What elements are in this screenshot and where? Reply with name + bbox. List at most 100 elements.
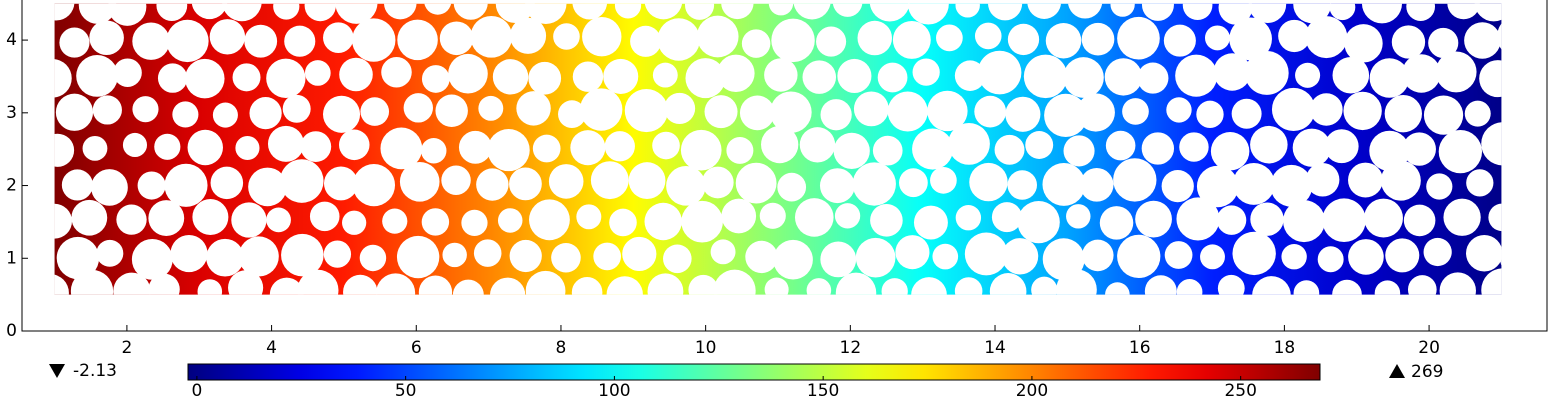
hole	[339, 57, 373, 92]
hole	[965, 308, 997, 340]
hole	[1042, 163, 1086, 206]
hole	[954, 60, 986, 91]
hole	[1216, 205, 1247, 235]
x-tick-label: 4	[266, 338, 277, 358]
hole	[1428, 27, 1459, 58]
hole	[1435, 51, 1477, 93]
hole	[1200, 244, 1225, 270]
hole	[799, 127, 836, 163]
hole	[579, 88, 623, 131]
hole	[794, 198, 834, 237]
hole	[548, 164, 584, 199]
hole	[489, 277, 526, 295]
hole	[421, 138, 447, 164]
hole	[1466, 234, 1502, 272]
hole	[279, 159, 324, 203]
hole	[1439, 272, 1476, 295]
x-tick-label: 14	[984, 338, 1006, 358]
hole	[1534, 98, 1555, 132]
hole	[492, 59, 529, 95]
hole	[852, 162, 896, 206]
hole	[1270, 164, 1313, 207]
hole	[273, 3, 300, 20]
hole	[1423, 95, 1464, 135]
hole	[397, 19, 438, 61]
hole	[376, 273, 416, 295]
hole	[1044, 93, 1088, 138]
hole	[222, 3, 262, 22]
hole	[1217, 274, 1245, 295]
hole	[132, 96, 159, 123]
hole	[122, 132, 148, 158]
hole	[1332, 56, 1370, 94]
hole	[108, 3, 147, 26]
hole	[835, 272, 877, 295]
hole	[1517, 204, 1547, 234]
hole	[154, 133, 181, 160]
hole	[1232, 231, 1276, 276]
hole	[113, 272, 151, 295]
hole	[793, 3, 831, 20]
hole	[1144, 275, 1177, 295]
hole	[582, 17, 622, 57]
colorbar-tick-label: 100	[598, 381, 630, 401]
hole	[1499, 249, 1502, 266]
hole	[187, 129, 223, 166]
hole	[647, 273, 684, 295]
hole	[974, 95, 1007, 128]
hole	[1317, 246, 1344, 273]
hole	[442, 242, 467, 268]
hole	[509, 17, 547, 54]
hole	[1348, 162, 1383, 198]
holes	[54, 3, 1555, 346]
hole	[54, 3, 75, 21]
colorbar-tick-label: 50	[395, 381, 417, 401]
hole	[343, 274, 378, 295]
hole	[1479, 60, 1502, 98]
hole	[764, 58, 798, 92]
hole	[1305, 163, 1340, 197]
hole	[525, 270, 566, 295]
colorbar-tick-label: 0	[191, 381, 202, 401]
hole	[139, 313, 166, 340]
hole	[1310, 93, 1343, 126]
hole	[899, 168, 928, 198]
hole	[131, 238, 173, 280]
hole	[551, 242, 581, 273]
hole	[994, 134, 1025, 165]
hole	[1176, 279, 1203, 295]
hole	[210, 166, 244, 200]
hole	[824, 314, 849, 339]
hole	[249, 97, 282, 130]
colorbar	[187, 363, 1321, 381]
hole	[1204, 25, 1230, 51]
hole	[352, 164, 396, 207]
hole	[881, 278, 908, 295]
hole	[56, 236, 100, 280]
hole	[166, 19, 209, 63]
hole	[930, 167, 957, 194]
hole	[816, 26, 847, 57]
y-tick-label: 4	[6, 30, 17, 50]
hole	[359, 244, 387, 272]
hole	[1229, 17, 1272, 61]
hole	[721, 3, 754, 20]
hole	[55, 313, 88, 346]
hole	[1163, 24, 1196, 57]
hole	[267, 125, 304, 162]
hole	[853, 91, 889, 127]
hole	[309, 201, 340, 232]
hole	[231, 202, 267, 238]
hole	[235, 135, 260, 161]
max-marker	[1389, 364, 1405, 378]
hole	[1293, 280, 1320, 295]
hole	[284, 25, 316, 57]
hole	[248, 167, 287, 207]
max-label: 269	[1411, 362, 1443, 382]
hole	[685, 58, 726, 99]
hole	[269, 277, 304, 295]
hole	[735, 162, 777, 204]
hole	[704, 95, 738, 129]
hole	[931, 312, 956, 337]
hole	[1460, 313, 1489, 342]
